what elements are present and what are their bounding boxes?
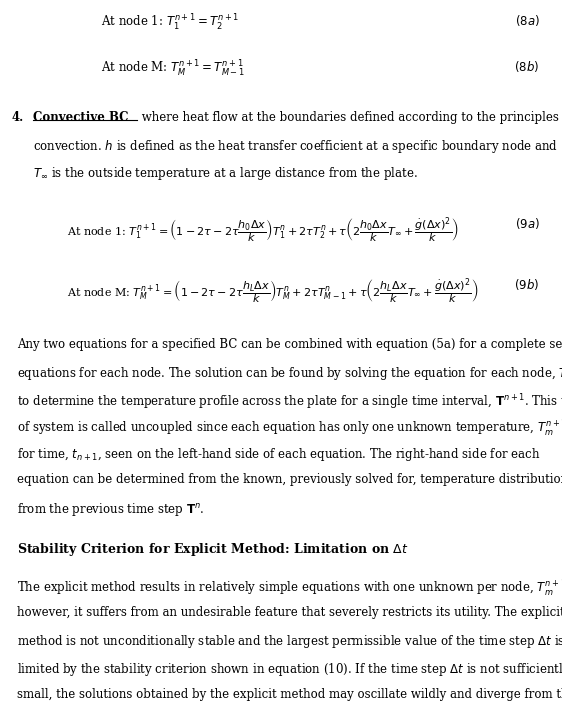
- Text: to determine the temperature profile across the plate for a single time interval: to determine the temperature profile acr…: [17, 392, 562, 411]
- Text: for time, $t_{n+1}$, seen on the left-hand side of each equation. The right-hand: for time, $t_{n+1}$, seen on the left-ha…: [17, 446, 540, 463]
- Text: The explicit method results in relatively simple equations with one unknown per : The explicit method results in relativel…: [17, 579, 562, 599]
- Text: small, the solutions obtained by the explicit method may oscillate wildly and di: small, the solutions obtained by the exp…: [17, 688, 562, 700]
- Text: At node 1: $T_1^{n+1} = \left(1 - 2\tau - 2\tau\dfrac{h_0\Delta x}{k}\right)T_1^: At node 1: $T_1^{n+1} = \left(1 - 2\tau …: [67, 216, 459, 246]
- Text: from the previous time step $\mathbf{T}^n$.: from the previous time step $\mathbf{T}^…: [17, 501, 204, 518]
- Text: At node M: $T_M^{n+1} = T_{M-1}^{n+1}$: At node M: $T_M^{n+1} = T_{M-1}^{n+1}$: [101, 59, 245, 79]
- Text: 4.: 4.: [11, 111, 24, 124]
- Text: however, it suffers from an undesirable feature that severely restricts its util: however, it suffers from an undesirable …: [17, 606, 562, 619]
- Text: Stability Criterion for Explicit Method: Limitation on $\Delta t$: Stability Criterion for Explicit Method:…: [17, 541, 409, 558]
- Text: At node 1: $T_1^{n+1} = T_2^{n+1}$: At node 1: $T_1^{n+1} = T_2^{n+1}$: [101, 13, 239, 33]
- Text: Convective BC: Convective BC: [33, 111, 128, 124]
- Text: convection. $h$ is defined as the heat transfer coefficient at a specific bounda: convection. $h$ is defined as the heat t…: [33, 138, 558, 155]
- Text: $T_\infty$ is the outside temperature at a large distance from the plate.: $T_\infty$ is the outside temperature at…: [33, 165, 417, 182]
- Text: method is not unconditionally stable and the largest permissible value of the ti: method is not unconditionally stable and…: [17, 633, 562, 650]
- Text: limited by the stability criterion shown in equation (10). If the time step $\De: limited by the stability criterion shown…: [17, 660, 562, 678]
- Text: equations for each node. The solution can be found by solving the equation for e: equations for each node. The solution ca…: [17, 365, 562, 385]
- Text: Any two equations for a specified BC can be combined with equation (5a) for a co: Any two equations for a specified BC can…: [17, 338, 562, 351]
- Text: where heat flow at the boundaries defined according to the principles of: where heat flow at the boundaries define…: [138, 111, 562, 124]
- Text: $(9b)$: $(9b)$: [514, 277, 540, 292]
- Text: $(9a)$: $(9a)$: [515, 216, 540, 231]
- Text: At node M: $T_M^{n+1} = \left(1 - 2\tau - 2\tau\dfrac{h_L\Delta x}{k}\right)T_M^: At node M: $T_M^{n+1} = \left(1 - 2\tau …: [67, 277, 479, 307]
- Text: $(8a)$: $(8a)$: [515, 13, 540, 28]
- Text: equation can be determined from the known, previously solved for, temperature di: equation can be determined from the know…: [17, 473, 562, 486]
- Text: $(8b)$: $(8b)$: [514, 59, 540, 74]
- Text: of system is called uncoupled since each equation has only one unknown temperatu: of system is called uncoupled since each…: [17, 419, 562, 439]
